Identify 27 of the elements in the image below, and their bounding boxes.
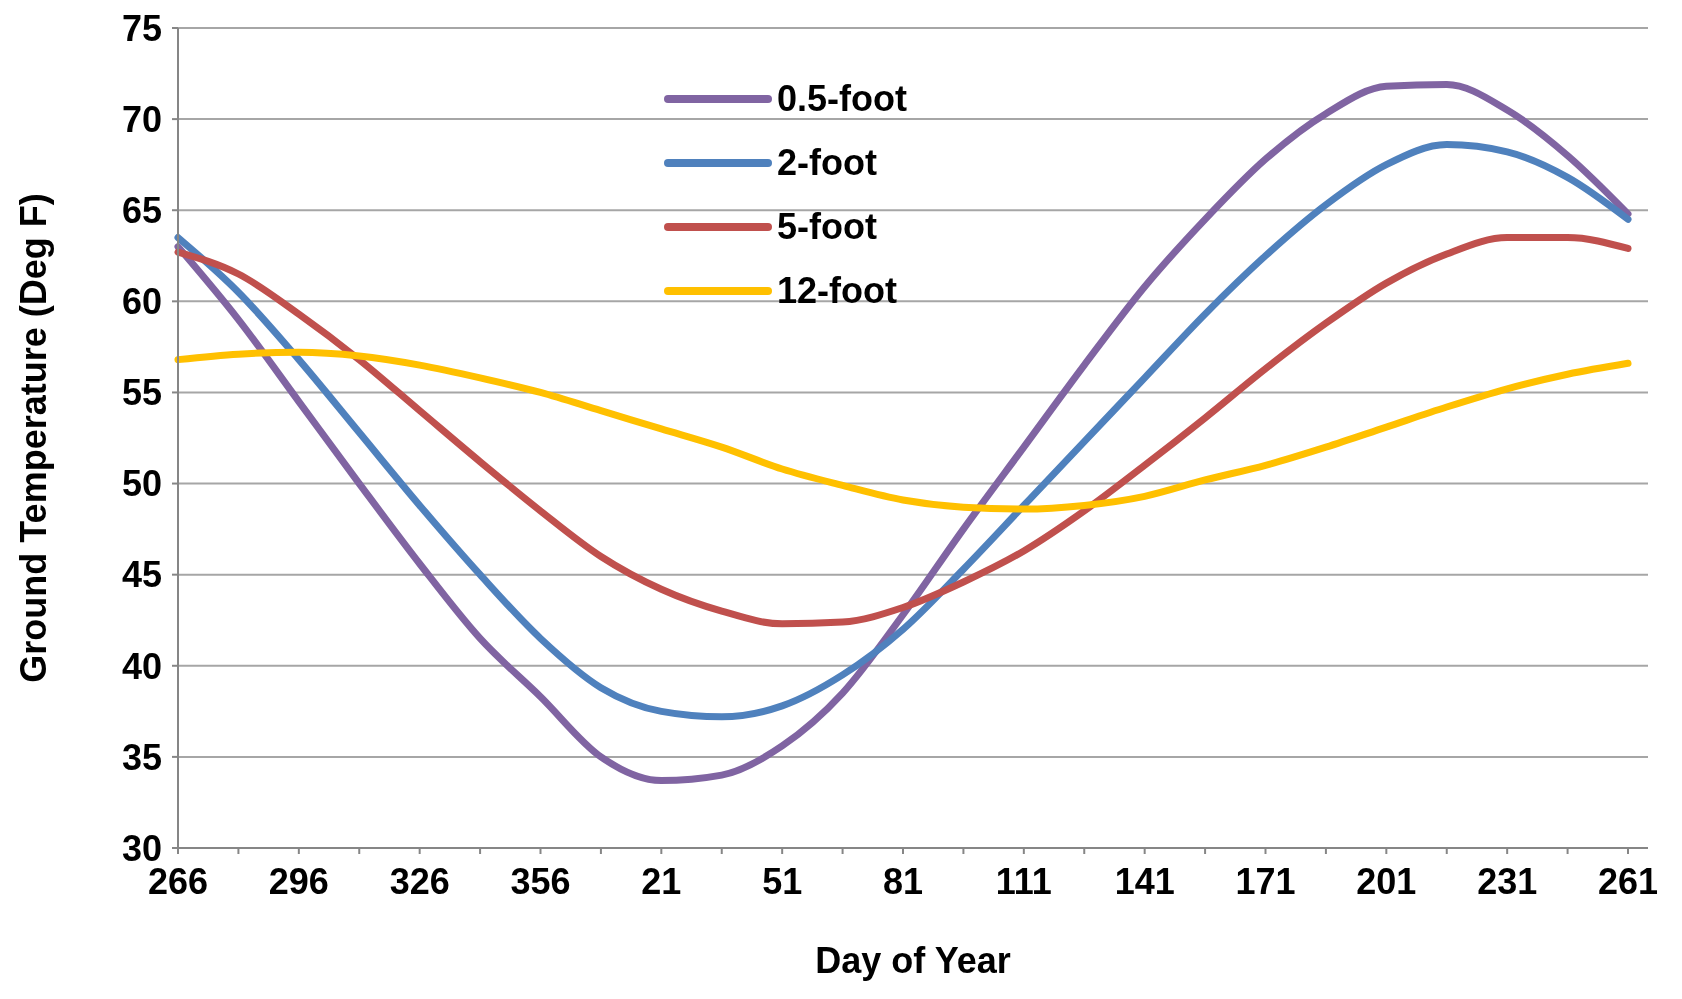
y-tick-label: 35 (121, 736, 162, 778)
legend-label: 2-foot (777, 142, 877, 184)
y-tick-label: 40 (121, 645, 162, 687)
x-tick-label: 51 (762, 860, 803, 902)
y-tick-label: 70 (121, 98, 162, 140)
x-tick-label: 261 (1597, 860, 1659, 902)
y-tick-label: 60 (121, 281, 162, 323)
legend-label: 12-foot (777, 270, 897, 312)
x-tick-label: 326 (389, 860, 450, 902)
x-tick-label: 21 (641, 860, 682, 902)
legend-label: 0.5-foot (777, 78, 907, 120)
x-tick-label: 81 (882, 860, 924, 902)
y-tick-label: 50 (121, 463, 162, 505)
y-tick-label: 45 (121, 554, 162, 596)
x-tick-label: 141 (1114, 860, 1175, 902)
legend-label: 5-foot (777, 206, 877, 248)
x-tick-label: 356 (510, 860, 571, 902)
x-tick-label: 111 (995, 860, 1052, 902)
y-tick-label: 55 (121, 372, 162, 414)
x-tick-label: 296 (268, 860, 329, 902)
y-tick-label: 75 (121, 7, 162, 49)
x-tick-label: 171 (1235, 860, 1296, 902)
y-axis-title: Ground Temperature (Deg F) (12, 193, 54, 683)
x-axis-title: Day of Year (815, 940, 1011, 981)
y-tick-label: 65 (121, 190, 162, 231)
x-tick-label: 231 (1477, 860, 1538, 902)
x-tick-label: 201 (1356, 860, 1417, 902)
